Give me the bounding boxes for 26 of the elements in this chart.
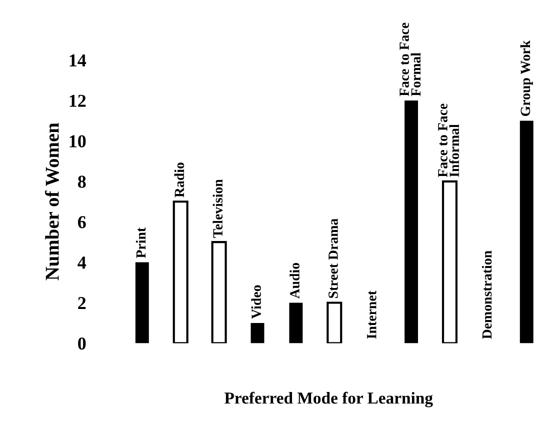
y-tick-label: 10: [70, 135, 86, 148]
bar: [289, 302, 303, 344]
x-tick-label: Video: [251, 285, 262, 319]
x-tick-label: Radio: [174, 162, 184, 198]
x-tick-label: Face to Face Formal: [400, 22, 421, 96]
x-tick-label: Demonstration: [482, 250, 492, 339]
y-tick-label: 12: [70, 94, 86, 107]
y-tick-label: 0: [78, 337, 86, 350]
bar: [135, 262, 149, 344]
y-tick-label: 14: [70, 54, 86, 66]
x-tick-label: Television: [212, 179, 223, 238]
bar: [250, 322, 264, 344]
x-tick-label: Group Work: [520, 40, 533, 116]
x-tick-label: Street Drama: [328, 218, 338, 298]
x-tick-label: Internet: [367, 290, 376, 339]
y-tick-label: 4: [78, 256, 86, 269]
y-tick-label: 2: [78, 297, 86, 310]
y-axis-title: Number of Women: [44, 122, 59, 280]
bar: [404, 100, 418, 344]
y-tick-label: 8: [78, 176, 86, 188]
x-axis-title: Preferred Mode for Learning: [224, 392, 433, 408]
bar: [520, 120, 534, 344]
x-tick-label: Face to Face Informal: [438, 104, 460, 178]
x-tick-label: Audio: [290, 262, 300, 299]
y-tick-label: 6: [78, 216, 86, 228]
x-tick-label: Print: [136, 227, 146, 258]
